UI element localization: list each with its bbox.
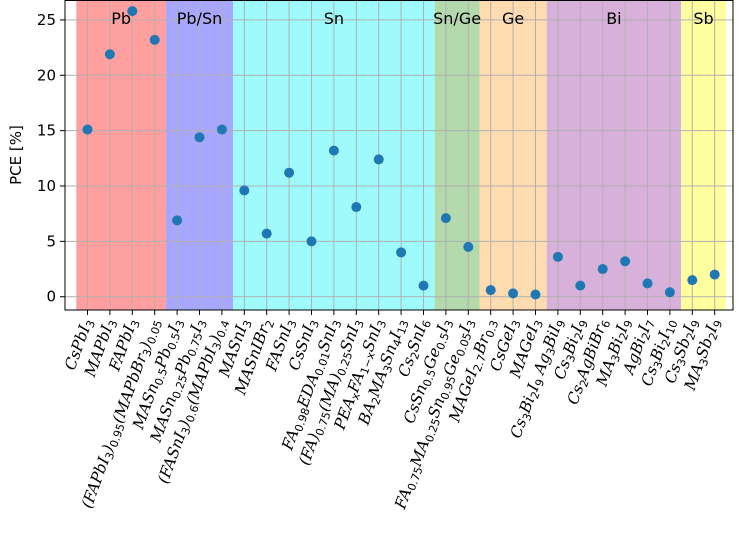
data-points xyxy=(82,6,720,300)
data-point xyxy=(127,6,138,17)
y-tick-label: 10 xyxy=(37,177,56,195)
data-point xyxy=(216,124,227,135)
data-point xyxy=(463,241,474,252)
y-tick-label: 0 xyxy=(46,288,56,306)
data-point xyxy=(440,213,451,224)
x-tick-label: Cs3Sb2I9 xyxy=(661,316,703,386)
data-point xyxy=(373,154,384,165)
data-point xyxy=(104,49,115,60)
group-labels: Pb Pb/Sn Sn Sn/Ge Ge Bi Sb xyxy=(111,9,713,28)
data-point xyxy=(642,278,653,289)
group-band-6 xyxy=(681,0,726,310)
data-point xyxy=(508,288,519,299)
group-label: Sn xyxy=(324,9,344,28)
y-tick-label: 15 xyxy=(37,122,56,140)
data-point xyxy=(149,34,160,45)
data-point xyxy=(172,215,183,226)
group-label: Bi xyxy=(606,9,621,28)
data-point xyxy=(664,287,675,298)
data-point xyxy=(418,280,429,291)
y-tick-label: 5 xyxy=(46,232,56,250)
x-tick-label: FA0.75MA0.25Sn0.95Ge0.05I3 xyxy=(391,316,479,513)
y-axis-ticks: 0 5 10 15 20 25 xyxy=(37,11,65,306)
x-axis-ticks: CsPbI3MAPbI3FAPbI3(FAPbI3)0.95(MAPbBr3)0… xyxy=(61,310,725,513)
x-tick-label: Cs2SnI6 xyxy=(395,316,435,380)
data-point xyxy=(597,264,608,275)
data-point xyxy=(709,269,720,280)
data-point xyxy=(485,285,496,296)
group-band-5 xyxy=(546,0,682,310)
data-point xyxy=(552,251,563,262)
data-point xyxy=(687,275,698,286)
group-band-3 xyxy=(434,0,480,310)
group-label: Ge xyxy=(502,9,524,28)
group-band-0 xyxy=(76,0,166,310)
group-label: Pb xyxy=(111,9,131,28)
grid-lines xyxy=(65,0,733,310)
y-tick-label: 20 xyxy=(37,66,56,84)
group-label: Sb xyxy=(693,9,713,28)
data-point xyxy=(328,145,339,156)
data-point xyxy=(530,289,541,300)
x-tick-label: Cs3Bi2I9 Ag3BiI9 xyxy=(507,316,569,441)
y-tick-label: 25 xyxy=(37,11,56,29)
group-label: Sn/Ge xyxy=(433,9,481,28)
data-point xyxy=(82,124,93,135)
data-point xyxy=(194,132,205,143)
y-axis-title: PCE [%] xyxy=(7,125,25,185)
plot-frame xyxy=(64,0,734,311)
data-point xyxy=(306,236,317,247)
data-point xyxy=(396,247,407,258)
data-point xyxy=(284,167,295,178)
data-point xyxy=(239,185,250,196)
data-point xyxy=(575,280,586,291)
group-label: Pb/Sn xyxy=(177,9,223,28)
data-point xyxy=(351,202,362,213)
data-point xyxy=(261,228,272,239)
data-point xyxy=(620,256,631,267)
